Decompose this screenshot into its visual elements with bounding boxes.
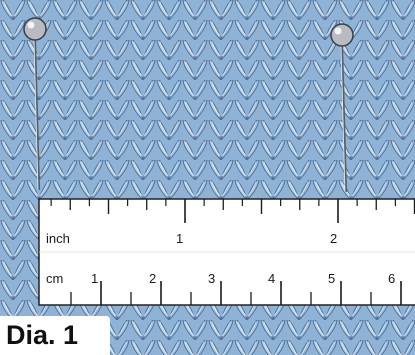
cm-number: 1: [91, 271, 98, 286]
inch-number: 2: [330, 231, 337, 246]
inch-number: 1: [176, 231, 183, 246]
cm-scale: [70, 281, 402, 305]
straight-pin-icon: [23, 17, 47, 191]
ruler: inch 1 2 cm 1 2 3 4 5 6: [38, 198, 415, 306]
inch-unit-label: inch: [46, 231, 70, 246]
caption-background: [0, 316, 110, 355]
cm-number: 2: [149, 271, 156, 286]
figure-caption: Dia. 1: [6, 320, 79, 350]
cm-number: 4: [268, 271, 275, 286]
cm-number: 6: [388, 271, 395, 286]
straight-pin-icon: [330, 23, 354, 193]
cm-unit-label: cm: [46, 271, 63, 286]
cm-number: 3: [208, 271, 215, 286]
cm-number: 5: [328, 271, 335, 286]
